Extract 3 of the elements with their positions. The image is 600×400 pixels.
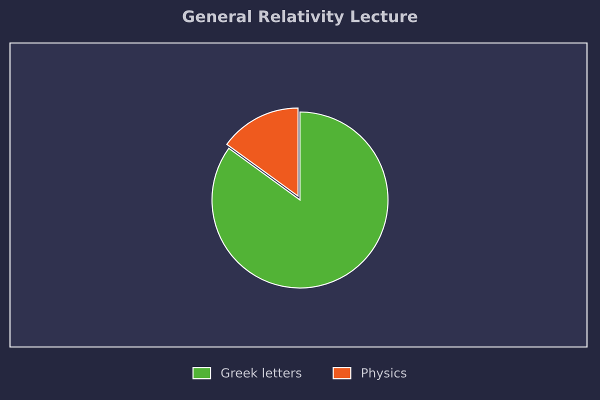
legend-label: Greek letters xyxy=(221,368,302,378)
chart-title: General Relativity Lecture xyxy=(182,10,418,26)
legend-label: Physics xyxy=(362,368,406,380)
